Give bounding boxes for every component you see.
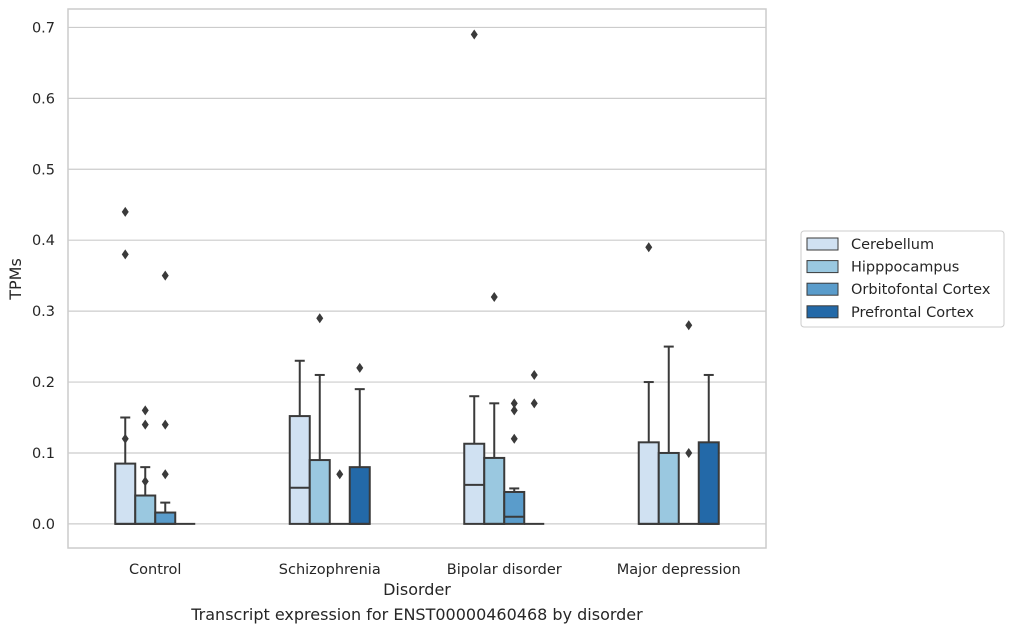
outlier-point (510, 398, 518, 409)
y-tick-label: 0.7 (32, 20, 55, 36)
box-2-2 (503, 398, 526, 525)
x-tick-label: Major depression (617, 562, 741, 578)
legend-frame (800, 230, 1005, 328)
box-rect (697, 441, 720, 525)
box-2-1 (483, 291, 506, 525)
box-1-1 (308, 313, 331, 525)
box-3-1 (657, 345, 680, 525)
y-tick-labels: 0.0 0.1 0.2 0.3 0.4 0.5 0.6 0.7 (32, 20, 55, 532)
figure-caption: Transcript expression for ENST0000046046… (191, 605, 643, 624)
box-rect (348, 466, 371, 525)
outlier-point (685, 447, 693, 458)
box-rect (637, 441, 660, 525)
box-1-2 (329, 469, 350, 525)
outlier-point (685, 320, 693, 331)
box-rect (657, 451, 680, 525)
x-tick-label: Schizophrenia (279, 562, 381, 578)
outlier-point (121, 206, 129, 217)
box-3-0 (637, 242, 660, 525)
x-tick-label: Bipolar disorder (447, 562, 562, 578)
outlier-point (141, 405, 149, 416)
outlier-point (336, 469, 344, 480)
outlier-point (121, 433, 129, 444)
outlier-point (530, 369, 538, 380)
outlier-point (121, 249, 129, 260)
legend-label: Orbitofontal Cortex (851, 282, 991, 298)
legend-label: Prefrontal Cortex (851, 305, 974, 321)
outlier-point (356, 362, 364, 373)
box-rect (288, 415, 311, 525)
y-axis-label: TPMs (6, 258, 25, 301)
outlier-point (141, 419, 149, 430)
box-rect (308, 459, 331, 525)
box-rect (483, 456, 506, 525)
box-0-1 (134, 405, 157, 525)
outlier-point (530, 398, 538, 409)
box-1-0 (288, 359, 311, 525)
box-rect (134, 494, 157, 525)
x-axis-label: Disorder (383, 580, 451, 599)
outlier-point (510, 405, 518, 416)
box-groups (114, 29, 720, 525)
outlier-point (490, 291, 498, 302)
y-tick-label: 0.2 (32, 375, 55, 391)
outlier-point (316, 313, 324, 324)
legend-label: Cerebellum (851, 237, 934, 253)
box-0-2 (154, 270, 177, 525)
gridlines (68, 26, 766, 525)
box-3-3 (697, 373, 720, 525)
legend-swatch (806, 305, 839, 319)
box-0-0 (114, 206, 137, 525)
y-tick-label: 0.6 (32, 91, 55, 107)
legend-label: Hipppocampus (851, 260, 959, 276)
outlier-point (141, 476, 149, 487)
box-rect (114, 462, 137, 525)
plot-frame (67, 8, 767, 549)
y-tick-label: 0.0 (32, 517, 55, 533)
box-rect (503, 490, 526, 525)
outlier-point (161, 419, 169, 430)
outlier-point (645, 242, 653, 253)
legend-swatch (806, 260, 839, 274)
legend-items: Cerebellum Hipppocampus Orbitofontal Corte… (806, 237, 991, 321)
legend-swatch (806, 282, 839, 296)
outlier-point (161, 469, 169, 480)
outlier-point (470, 29, 478, 40)
x-tick-label: Control (129, 562, 181, 578)
y-tick-label: 0.4 (32, 233, 55, 249)
legend-swatch (806, 237, 839, 251)
box-2-3 (524, 369, 545, 525)
y-tick-label: 0.1 (32, 446, 55, 462)
y-tick-label: 0.3 (32, 304, 55, 320)
legend: Cerebellum Hipppocampus Orbitofontal Corte… (800, 230, 1005, 328)
outlier-point (161, 270, 169, 281)
y-tick-label: 0.5 (32, 162, 55, 178)
box-1-3 (348, 362, 371, 525)
box-rect (154, 511, 177, 525)
box-2-0 (463, 29, 486, 525)
outlier-point (510, 433, 518, 444)
box-rect (463, 442, 486, 525)
box-3-2 (678, 320, 699, 525)
x-tick-labels: Control Schizophrenia Bipolar disorder Majo… (129, 562, 741, 578)
